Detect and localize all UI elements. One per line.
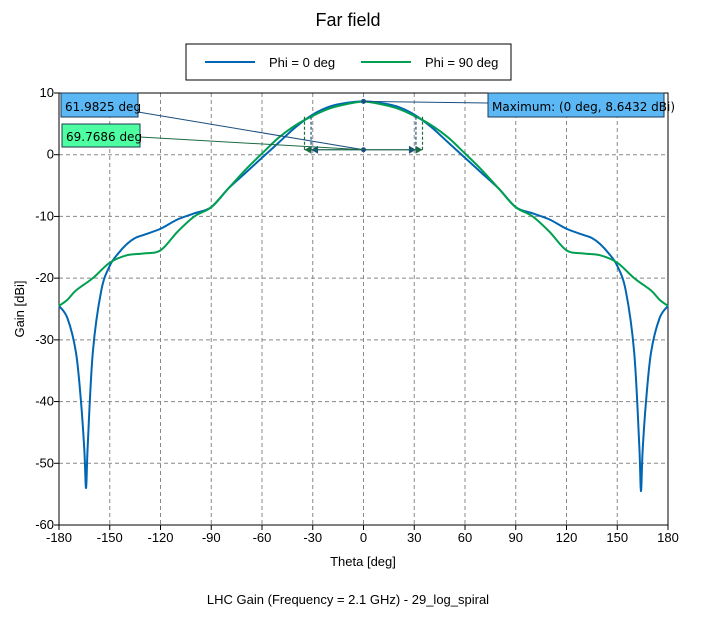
legend-label-phi0: Phi = 0 deg: [269, 55, 335, 70]
x-axis-label: Theta [deg]: [330, 554, 396, 569]
y-ticks: -60 -50 -40 -30 -20 -10 0 10: [35, 85, 59, 532]
x-tick-label: 90: [509, 530, 523, 545]
x-tick-label: 150: [606, 530, 628, 545]
legend: Phi = 0 deg Phi = 90 deg: [185, 43, 512, 81]
x-tick-label: -30: [303, 530, 322, 545]
beamwidth-arrow-left-green: [304, 145, 312, 154]
x-tick-label: -180: [46, 530, 72, 545]
y-tick-label: -20: [35, 270, 54, 285]
x-tick-label: 0: [360, 530, 367, 545]
grid: [59, 93, 668, 525]
x-tick-label: -60: [253, 530, 272, 545]
y-tick-label: -50: [35, 455, 54, 470]
annotation-bw-phi0-text: 61.9825 deg: [65, 100, 141, 114]
annotation-bw-phi0-box: [60, 92, 139, 118]
leader-line-bw-phi0: [137, 111, 364, 151]
annotation-maximum-box: [487, 92, 665, 118]
y-tick-label: -30: [35, 332, 54, 347]
x-tick-label: -150: [97, 530, 123, 545]
annotation-maximum-text: Maximum: (0 deg, 8.6432 dBi): [492, 100, 675, 114]
annotation-bw-phi90-text: 69.7686 deg: [66, 130, 142, 144]
plot-frame: [58, 92, 669, 526]
x-tick-label: -90: [202, 530, 221, 545]
x-ticks: -180 -150 -120 -90 -60 -30 0 30 60 90 120 150 180: [46, 525, 679, 545]
y-tick-label: 10: [40, 85, 54, 100]
annotation-bw-phi90-box: [61, 123, 141, 148]
legend-label-phi90: Phi = 90 deg: [425, 55, 498, 70]
leader-line-maximum: [363, 100, 489, 104]
leader-line-bw-phi90: [139, 136, 364, 151]
y-tick-label: -60: [35, 517, 54, 532]
y-axis-label: Gain [dBi]: [12, 280, 27, 337]
x-tick-label: 180: [657, 530, 679, 545]
annotations-group: 61.9825 deg 69.7686 deg Maximum: (0 deg, 8…: [60, 92, 675, 154]
beamwidth-arrow-right-green: [415, 145, 423, 154]
x-tick-label: 120: [556, 530, 578, 545]
x-tick-label: 30: [407, 530, 421, 545]
y-tick-label: -40: [35, 394, 54, 409]
chart-title: Far field: [315, 10, 380, 30]
y-tick-label: 0: [47, 147, 54, 162]
chart-caption: LHC Gain (Frequency = 2.1 GHz) - 29_log_…: [207, 592, 489, 607]
x-tick-label: -120: [147, 530, 173, 545]
y-tick-label: -10: [35, 208, 54, 223]
x-tick-label: 60: [458, 530, 472, 545]
